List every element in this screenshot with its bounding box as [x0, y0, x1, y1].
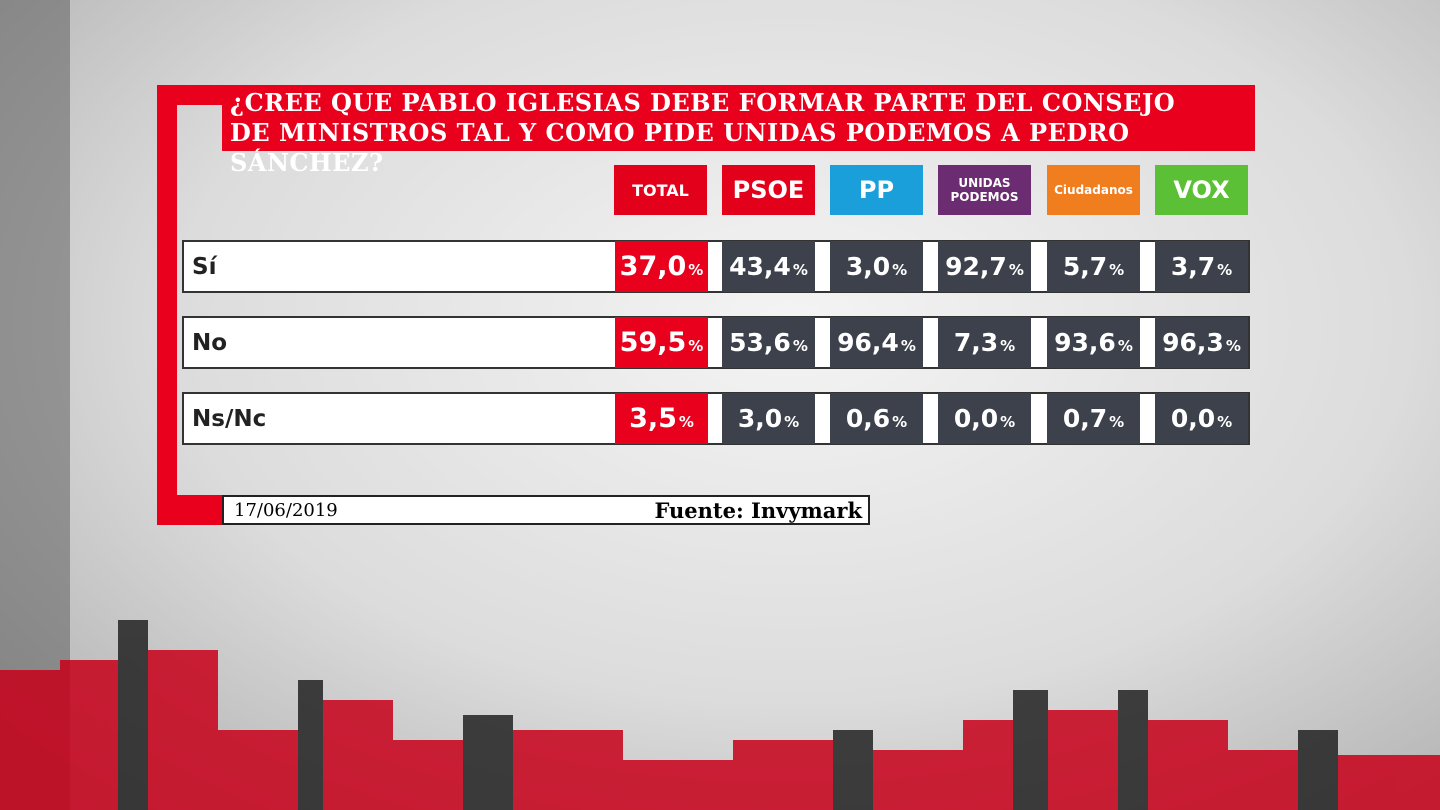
cell: 53,6%	[722, 317, 815, 368]
cell-unit: %	[1117, 336, 1133, 355]
cell-value: 3,7	[1170, 252, 1216, 281]
cell-unit: %	[1000, 412, 1016, 431]
cell: 96,4%	[830, 317, 923, 368]
cell: 92,7%	[938, 241, 1031, 292]
cell-unit: %	[1109, 260, 1125, 279]
cell-unit: %	[688, 336, 704, 355]
cell-unit: %	[1225, 336, 1241, 355]
cell: 3,0%	[722, 393, 815, 444]
cell-unit: %	[784, 412, 800, 431]
cell-unit: %	[792, 336, 808, 355]
cell-value: 3,0	[845, 252, 891, 281]
cell-value: 53,6	[729, 328, 791, 357]
cell-value: 93,6	[1054, 328, 1116, 357]
cell: 0,0%	[938, 393, 1031, 444]
cell-value: 0,0	[953, 404, 999, 433]
cell: 0,6%	[830, 393, 923, 444]
cell: 37,0%	[615, 241, 708, 292]
footer: 17/06/2019 Fuente: Invymark	[222, 495, 870, 525]
cell-unit: %	[678, 412, 694, 431]
cell-value: 5,7	[1062, 252, 1108, 281]
title-line: ¿CREE QUE PABLO IGLESIAS DEBE FORMAR PAR…	[230, 88, 1176, 117]
cell: 7,3%	[938, 317, 1031, 368]
cell-unit: %	[1109, 412, 1125, 431]
cell-value: 92,7	[945, 252, 1007, 281]
cell-unit: %	[1217, 412, 1233, 431]
buildings	[0, 620, 1440, 810]
cell-value: 96,3	[1162, 328, 1224, 357]
cell: 5,7%	[1047, 241, 1140, 292]
cell-value: 0,0	[1170, 404, 1216, 433]
date: 17/06/2019	[234, 500, 338, 521]
bracket	[157, 495, 223, 525]
title: ¿CREE QUE PABLO IGLESIAS DEBE FORMAR PAR…	[222, 85, 1255, 177]
column-header: Ciudadanos	[1047, 165, 1140, 215]
row-label: Ns/Nc	[192, 405, 267, 432]
cell: 93,6%	[1047, 317, 1140, 368]
cell-unit: %	[892, 412, 908, 431]
cell: 43,4%	[722, 241, 815, 292]
cell: 3,0%	[830, 241, 923, 292]
cell-unit: %	[1008, 260, 1024, 279]
cell-value: 3,5	[629, 403, 677, 434]
cell-unit: %	[1000, 336, 1016, 355]
source: Fuente: Invymark	[654, 498, 863, 523]
title-line: DE MINISTROS TAL Y COMO PIDE UNIDAS PODE…	[230, 118, 1130, 177]
column-header: PP	[830, 165, 923, 215]
cell-value: 7,3	[953, 328, 999, 357]
cell-value: 59,5	[619, 327, 687, 358]
column-header: UNIDAS PODEMOS	[938, 165, 1031, 215]
cell-unit: %	[688, 260, 704, 279]
cell-unit: %	[1217, 260, 1233, 279]
row-label: Sí	[192, 253, 217, 280]
cell-value: 96,4	[837, 328, 899, 357]
cell: 3,5%	[615, 393, 708, 444]
column-header: PSOE	[722, 165, 815, 215]
cell-unit: %	[900, 336, 916, 355]
bracket	[157, 85, 223, 105]
cell: 0,7%	[1047, 393, 1140, 444]
cell: 3,7%	[1155, 241, 1248, 292]
cell-value: 3,0	[737, 404, 783, 433]
cell-value: 37,0	[619, 251, 687, 282]
cell-value: 43,4	[729, 252, 791, 281]
cell-value: 0,6	[845, 404, 891, 433]
cell: 96,3%	[1155, 317, 1248, 368]
cell-value: 0,7	[1062, 404, 1108, 433]
row-label: No	[192, 329, 228, 356]
bracket	[157, 85, 177, 525]
column-header: TOTAL	[614, 165, 707, 215]
cell-unit: %	[892, 260, 908, 279]
cell: 59,5%	[615, 317, 708, 368]
cell: 0,0%	[1155, 393, 1248, 444]
cell-unit: %	[792, 260, 808, 279]
column-header: VOX	[1155, 165, 1248, 215]
